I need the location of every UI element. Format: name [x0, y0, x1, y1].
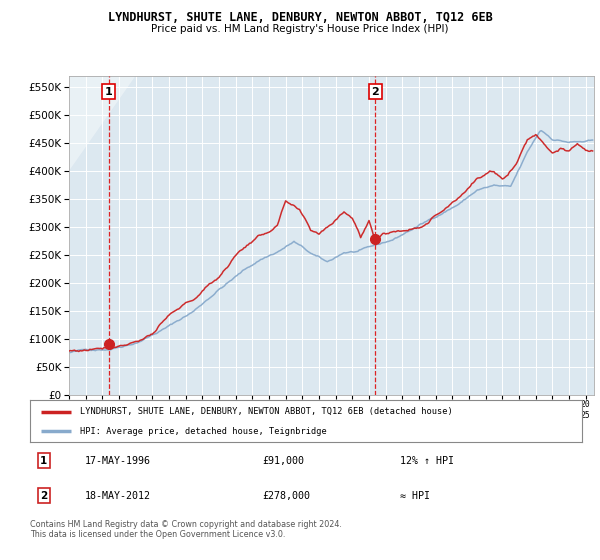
- Text: £278,000: £278,000: [262, 491, 310, 501]
- Text: HPI: Average price, detached house, Teignbridge: HPI: Average price, detached house, Teig…: [80, 427, 326, 436]
- Text: ≈ HPI: ≈ HPI: [400, 491, 430, 501]
- Text: 17-MAY-1996: 17-MAY-1996: [85, 456, 151, 466]
- Text: Contains HM Land Registry data © Crown copyright and database right 2024.
This d: Contains HM Land Registry data © Crown c…: [30, 520, 342, 539]
- Text: 1: 1: [105, 87, 113, 96]
- Text: LYNDHURST, SHUTE LANE, DENBURY, NEWTON ABBOT, TQ12 6EB (detached house): LYNDHURST, SHUTE LANE, DENBURY, NEWTON A…: [80, 407, 452, 416]
- Text: 18-MAY-2012: 18-MAY-2012: [85, 491, 151, 501]
- Text: LYNDHURST, SHUTE LANE, DENBURY, NEWTON ABBOT, TQ12 6EB: LYNDHURST, SHUTE LANE, DENBURY, NEWTON A…: [107, 11, 493, 24]
- Text: 2: 2: [40, 491, 47, 501]
- Text: Price paid vs. HM Land Registry's House Price Index (HPI): Price paid vs. HM Land Registry's House …: [151, 24, 449, 34]
- Text: 12% ↑ HPI: 12% ↑ HPI: [400, 456, 454, 466]
- Text: 2: 2: [371, 87, 379, 96]
- Text: 1: 1: [40, 456, 47, 466]
- Text: £91,000: £91,000: [262, 456, 304, 466]
- Polygon shape: [69, 76, 136, 171]
